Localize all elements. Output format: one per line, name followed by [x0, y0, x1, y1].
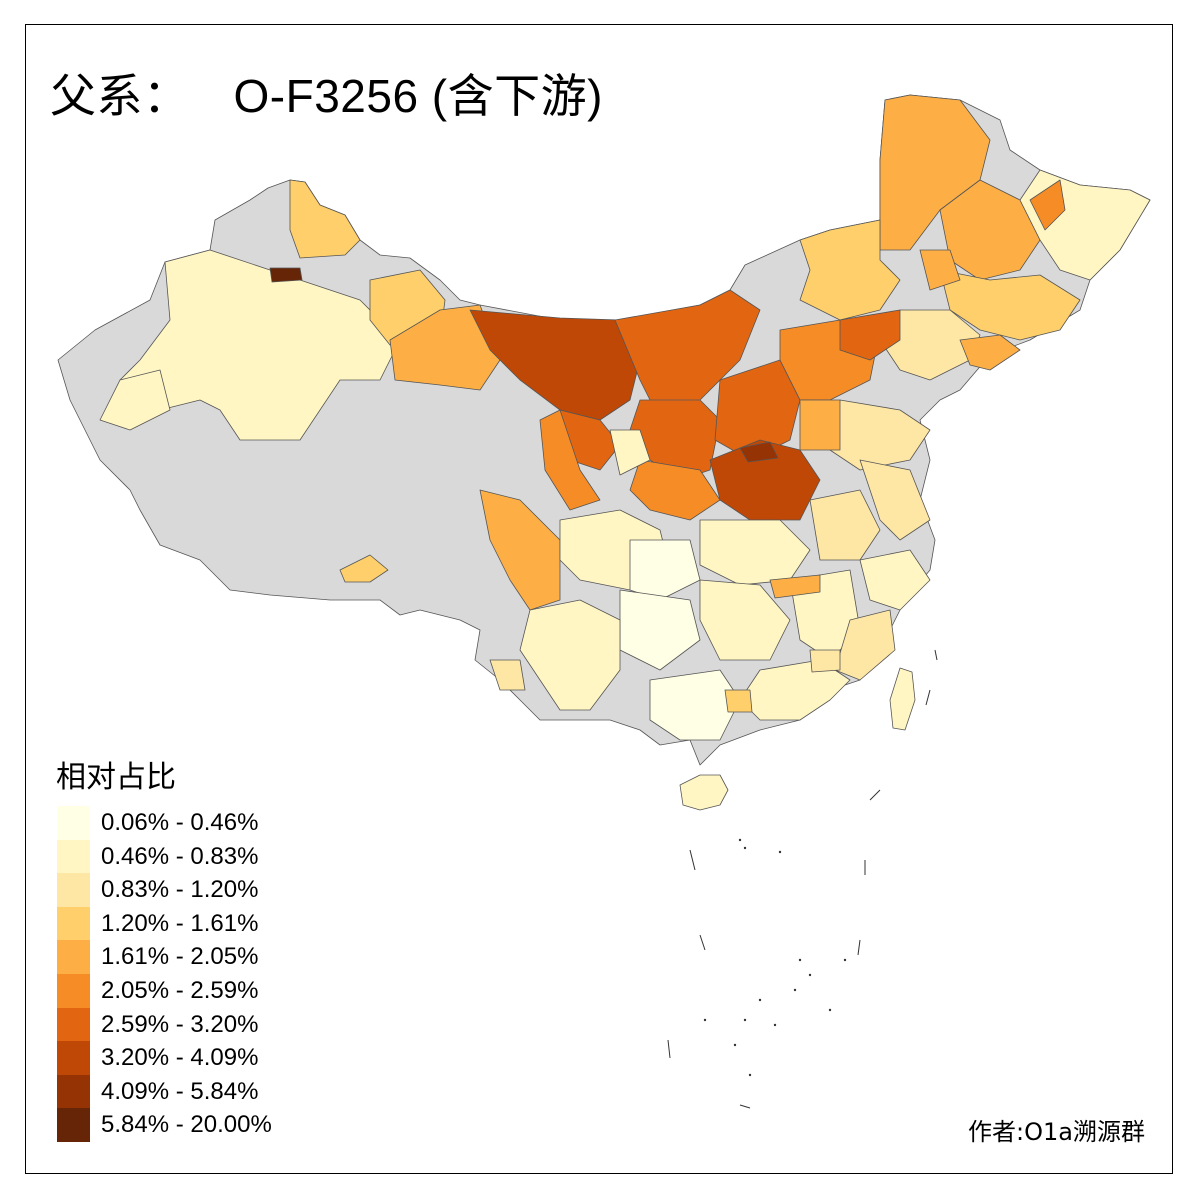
- island-dot: [773, 1023, 777, 1027]
- island-dot: [733, 1043, 737, 1047]
- region-jilin-west: [919, 249, 961, 291]
- legend-label: 2.59% - 3.20%: [101, 1010, 259, 1038]
- region-heilongjiang-mid: [939, 179, 1041, 281]
- region-imongolia-hot: [839, 309, 901, 361]
- region-zhejiang: [859, 549, 931, 611]
- title-haplogroup: O-F3256 (含下游): [233, 70, 603, 122]
- island-dot: [743, 1018, 747, 1022]
- region-guangxi: [649, 669, 741, 741]
- legend-label: 0.06% - 0.46%: [101, 809, 259, 836]
- legend-item: 2.59% - 3.20%: [57, 1007, 258, 1042]
- legend-item: 2.05% - 2.59%: [57, 973, 258, 1008]
- island-dot: [748, 1073, 752, 1077]
- island-strokes: [667, 649, 938, 1109]
- region-yunnan: [519, 599, 621, 711]
- region-xinjiang-west: [99, 369, 171, 431]
- legend-label: 0.46% - 0.83%: [101, 842, 259, 870]
- region-hebei-south: [799, 399, 841, 451]
- region-shaanxi-south: [629, 459, 721, 521]
- region-taiwan: [889, 667, 916, 731]
- legend-item: 5.84% - 20.00%: [57, 1108, 272, 1142]
- island-dot: [843, 958, 847, 962]
- island-dot: [793, 988, 797, 992]
- island-dot: [778, 850, 782, 854]
- island-dot: [828, 1008, 832, 1012]
- legend-label: 0.83% - 1.20%: [101, 876, 259, 904]
- legend-item: 1.61% - 2.05%: [57, 940, 258, 974]
- region-jilin: [939, 269, 1081, 341]
- region-jiangsu: [859, 459, 931, 541]
- legend: 0.06% - 0.46% 0.46% - 0.83% 0.83% - 1.20…: [57, 806, 272, 1142]
- title-prefix: 父系：: [50, 69, 190, 123]
- legend-label: 2.05% - 2.59%: [101, 976, 259, 1004]
- legend-swatch: [57, 1074, 90, 1109]
- island-dot: [758, 998, 762, 1002]
- island-dot: [743, 846, 747, 850]
- region-liaoning-se: [959, 334, 1021, 371]
- region-guangxi-mid: [724, 689, 753, 713]
- region-qinghai-east: [389, 304, 501, 391]
- region-heilongjiang-west: [879, 94, 991, 251]
- legend-item: 4.09% - 5.84%: [57, 1074, 258, 1109]
- region-jiangxi-spot: [809, 649, 841, 673]
- legend-swatch: [57, 1007, 90, 1042]
- region-hubei-hot: [769, 574, 821, 599]
- legend-swatch: [57, 1041, 90, 1075]
- legend-swatch: [57, 839, 90, 874]
- legend-title: 相对占比: [56, 760, 176, 795]
- legend-label: 5.84% - 20.00%: [101, 1111, 272, 1139]
- legend-label: 4.09% - 5.84%: [101, 1077, 259, 1105]
- region-henan-hot2: [739, 441, 779, 463]
- region-imongolia-east: [799, 219, 901, 321]
- legend-swatch: [57, 1108, 90, 1142]
- region-gansu-east: [539, 409, 601, 511]
- region-chongqing: [629, 539, 701, 601]
- island-dot: [738, 838, 742, 842]
- island-dot: [798, 958, 802, 962]
- region-gansu-light: [609, 429, 651, 476]
- island-dot: [703, 1018, 707, 1022]
- region-sichuan-west: [479, 489, 561, 611]
- region-tibet-spot: [339, 554, 389, 583]
- legend-label: 3.20% - 4.09%: [101, 1044, 259, 1072]
- island-dot: [808, 973, 812, 977]
- legend-item: 0.06% - 0.46%: [57, 806, 258, 840]
- region-yunnan-sw: [489, 659, 526, 691]
- legend-swatch: [57, 873, 90, 907]
- region-hlj-hot: [1029, 179, 1066, 231]
- map-title: 父系： O-F3256 (含下游): [50, 60, 603, 126]
- legend-label: 1.61% - 2.05%: [101, 943, 259, 971]
- region-hainan: [679, 774, 729, 811]
- legend-item: 0.83% - 1.20%: [57, 873, 258, 907]
- legend-label: 1.20% - 1.61%: [101, 909, 259, 937]
- region-anhui: [809, 489, 881, 561]
- legend-item: 0.46% - 0.83%: [57, 839, 258, 874]
- region-imongolia-west: [469, 309, 641, 421]
- region-xinjiang-small: [269, 267, 303, 283]
- legend-item: 3.20% - 4.09%: [57, 1041, 258, 1075]
- region-hunan: [699, 579, 791, 661]
- region-xinjiang-ne: [289, 179, 361, 259]
- legend-swatch: [57, 973, 90, 1008]
- legend-swatch: [57, 940, 90, 974]
- author-credit: 作者:O1a溯源群: [968, 1118, 1145, 1146]
- legend-swatch: [57, 806, 90, 840]
- legend-item: 1.20% - 1.61%: [57, 906, 258, 941]
- legend-swatch: [57, 906, 90, 941]
